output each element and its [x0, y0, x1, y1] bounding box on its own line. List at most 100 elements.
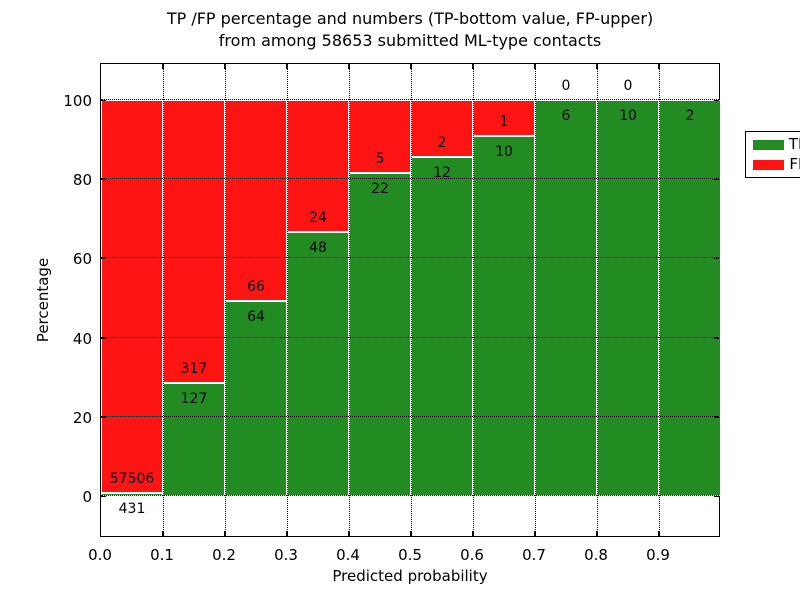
x-tick-bottom — [472, 531, 474, 536]
tp-bar-segment — [535, 100, 597, 496]
tp-bar-segment — [659, 100, 721, 496]
y-tick-right — [714, 178, 719, 181]
x-tick-top — [534, 64, 536, 69]
tp-bar-segment — [473, 136, 535, 496]
x-axis-label: Predicted probability — [332, 567, 488, 585]
tp-count-label: 431 — [118, 501, 146, 518]
y-tick-right — [714, 337, 719, 339]
fp-bar-segment — [225, 100, 287, 302]
x-tick-label: 0.5 — [398, 546, 422, 564]
tp-count-label: 48 — [309, 239, 327, 256]
x-gridline — [162, 64, 164, 536]
y-tick-label: 60 — [72, 250, 92, 269]
tp-color-swatch — [753, 139, 784, 150]
chart-title-line-1: TP /FP percentage and numbers (TP-bottom… — [166, 9, 654, 28]
y-tick-right — [714, 257, 719, 260]
fp-bar-segment — [101, 100, 163, 494]
x-gridline — [472, 64, 474, 536]
y-gridline — [101, 257, 719, 259]
fp-count-label: 57506 — [109, 471, 155, 488]
tp-count-label: 2 — [685, 108, 695, 124]
x-tick-label: 0.2 — [212, 546, 236, 564]
x-tick-bottom — [410, 531, 412, 536]
x-tick-label: 0.8 — [584, 546, 608, 564]
plot-canvas: 57506 431 317 127 66 64 24 48 5 22 2 12 1 10 0 6 0 10 2 — [101, 64, 721, 536]
x-tick-label: 0.4 — [336, 546, 360, 564]
tp-count-label: 127 — [180, 390, 208, 407]
legend-label-fp: FP — [789, 155, 800, 173]
y-tick-label: 80 — [72, 171, 92, 190]
y-tick-left — [101, 178, 106, 181]
x-tick-label: 0.1 — [150, 546, 174, 564]
x-tick-bottom — [224, 531, 226, 536]
x-tick-top — [348, 64, 350, 69]
x-tick-top — [286, 64, 288, 69]
tp-count-label: 22 — [371, 181, 389, 198]
y-tick-left — [101, 337, 106, 339]
x-tick-top — [224, 64, 226, 69]
y-gridline — [101, 99, 719, 100]
tp-bar-segment — [349, 173, 411, 496]
y-tick-right — [714, 495, 719, 497]
y-gridline — [101, 178, 719, 180]
fp-count-label: 0 — [623, 78, 633, 94]
y-tick-left — [101, 99, 106, 101]
legend: TP FP — [745, 131, 800, 178]
x-tick-bottom — [658, 531, 660, 536]
y-tick-right — [714, 99, 719, 101]
legend-item-fp: FP — [753, 157, 800, 172]
tp-count-label: 10 — [619, 108, 637, 124]
x-tick-top — [658, 64, 660, 69]
x-tick-top — [472, 64, 474, 69]
fp-bar-segment — [163, 100, 225, 383]
y-tick-left — [101, 416, 106, 418]
tp-count-label: 6 — [561, 108, 571, 124]
y-tick-label: 0 — [82, 488, 92, 506]
legend-label-tp: TP — [788, 135, 800, 153]
x-gridline — [410, 64, 412, 536]
tp-bar-segment — [411, 156, 473, 496]
x-tick-top — [162, 64, 164, 69]
x-tick-label: 0.0 — [88, 546, 112, 564]
x-tick-label: 0.9 — [646, 546, 670, 564]
fp-bar-segment — [473, 100, 535, 136]
x-tick-label: 0.7 — [522, 546, 546, 564]
fp-count-label: 317 — [180, 360, 208, 377]
x-tick-bottom — [162, 531, 164, 536]
x-gridline — [348, 64, 350, 536]
x-tick-label: 0.3 — [274, 546, 298, 564]
fp-count-label: 66 — [247, 279, 265, 296]
tp-count-label: 64 — [247, 309, 265, 326]
chart-title-line-2: from among 58653 submitted ML-type conta… — [218, 31, 602, 50]
tp-bar-segment — [597, 100, 659, 496]
y-tick-label: 40 — [72, 329, 92, 348]
fp-count-label: 5 — [375, 151, 385, 168]
x-gridline — [658, 64, 660, 536]
x-tick-bottom — [286, 531, 288, 536]
y-tick-label: 20 — [72, 408, 92, 427]
fp-count-label: 2 — [437, 134, 447, 151]
y-gridline — [101, 336, 719, 338]
x-tick-bottom — [534, 531, 536, 536]
tp-count-label: 12 — [433, 164, 451, 181]
y-gridline — [101, 495, 719, 496]
tp-bar-segment — [287, 232, 349, 496]
x-tick-bottom — [596, 531, 598, 536]
fp-count-label: 24 — [309, 210, 327, 226]
y-tick-left — [101, 257, 106, 260]
legend-item-tp: TP — [753, 137, 800, 152]
tp-bar-segment — [225, 301, 287, 496]
y-tick-right — [714, 416, 719, 418]
y-gridline — [101, 415, 719, 417]
fp-count-label: 0 — [561, 78, 571, 94]
x-gridline — [534, 64, 536, 536]
x-tick-bottom — [348, 531, 350, 536]
x-tick-top — [410, 64, 412, 69]
fp-color-swatch — [753, 159, 784, 170]
tp-count-label: 10 — [495, 143, 513, 160]
x-gridline — [224, 64, 226, 536]
y-tick-left — [101, 495, 106, 497]
fp-bar-segment — [287, 100, 349, 232]
